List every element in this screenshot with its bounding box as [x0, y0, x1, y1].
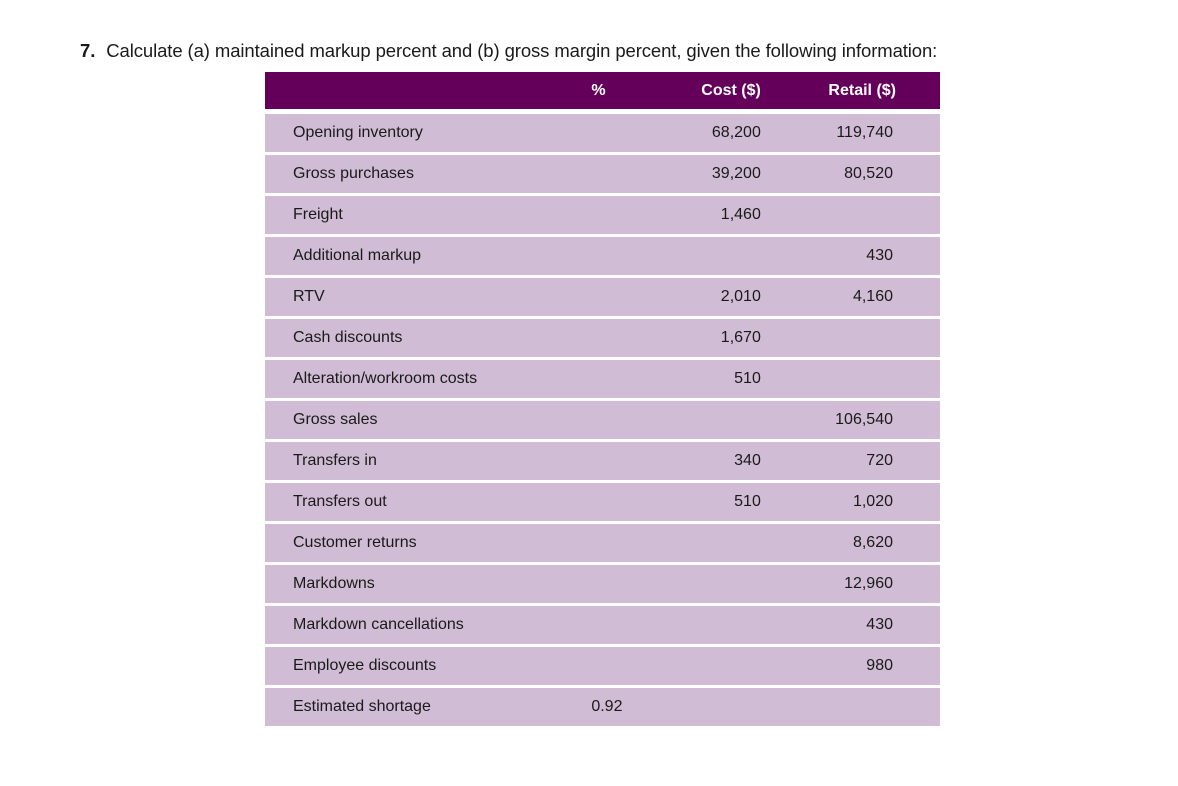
row-percent: [569, 278, 637, 319]
table-header-row: % Cost ($) Retail ($): [265, 72, 940, 114]
row-percent: [569, 483, 637, 524]
row-cost: 2,010: [636, 278, 774, 319]
question-text: Calculate (a) maintained markup percent …: [106, 40, 938, 61]
table-row: Cash discounts 1,670: [265, 319, 940, 360]
table-row: Markdown cancellations 430: [265, 606, 940, 647]
header-percent: %: [569, 72, 637, 114]
row-cost: [636, 647, 774, 688]
row-retail: 106,540: [773, 401, 940, 442]
table-row: Freight 1,460: [265, 196, 940, 237]
row-cost: [636, 524, 774, 565]
row-retail: 8,620: [773, 524, 940, 565]
row-percent: [569, 524, 637, 565]
row-percent: 0.92: [569, 688, 637, 729]
row-retail: 430: [773, 606, 940, 647]
header-cost: Cost ($): [636, 72, 774, 114]
row-cost: 510: [636, 483, 774, 524]
table-row: RTV 2,010 4,160: [265, 278, 940, 319]
row-cost: 68,200: [636, 114, 774, 155]
row-label: Customer returns: [265, 524, 570, 565]
table-row: Transfers in 340 720: [265, 442, 940, 483]
row-label: Alteration/workroom costs: [265, 360, 570, 401]
row-label: Estimated shortage: [265, 688, 570, 729]
row-percent: [569, 606, 637, 647]
table-row: Opening inventory 68,200 119,740: [265, 114, 940, 155]
table-row: Transfers out 510 1,020: [265, 483, 940, 524]
row-label: Markdowns: [265, 565, 570, 606]
row-percent: [569, 401, 637, 442]
row-retail: [773, 360, 940, 401]
row-label: Additional markup: [265, 237, 570, 278]
row-label: Cash discounts: [265, 319, 570, 360]
row-retail: 12,960: [773, 565, 940, 606]
row-label: Employee discounts: [265, 647, 570, 688]
row-label: Transfers in: [265, 442, 570, 483]
table-row: Customer returns 8,620: [265, 524, 940, 565]
row-label: RTV: [265, 278, 570, 319]
row-retail: [773, 688, 940, 729]
row-retail: 430: [773, 237, 940, 278]
header-retail: Retail ($): [773, 72, 940, 114]
row-retail: 119,740: [773, 114, 940, 155]
row-cost: [636, 401, 774, 442]
row-retail: [773, 319, 940, 360]
row-retail: 720: [773, 442, 940, 483]
table-row: Alteration/workroom costs 510: [265, 360, 940, 401]
question-number: 7.: [80, 40, 96, 61]
row-retail: 4,160: [773, 278, 940, 319]
row-percent: [569, 155, 637, 196]
row-label: Transfers out: [265, 483, 570, 524]
table-row: Estimated shortage 0.92: [265, 688, 940, 729]
row-cost: 1,670: [636, 319, 774, 360]
row-label: Freight: [265, 196, 570, 237]
row-label: Markdown cancellations: [265, 606, 570, 647]
inventory-data-table: % Cost ($) Retail ($) Opening inventory 6…: [265, 72, 940, 729]
row-retail: 1,020: [773, 483, 940, 524]
row-cost: 1,460: [636, 196, 774, 237]
row-percent: [569, 114, 637, 155]
row-percent: [569, 237, 637, 278]
row-cost: [636, 606, 774, 647]
row-cost: [636, 565, 774, 606]
table-row: Gross purchases 39,200 80,520: [265, 155, 940, 196]
table-row: Markdowns 12,960: [265, 565, 940, 606]
row-percent: [569, 360, 637, 401]
row-percent: [569, 196, 637, 237]
row-cost: [636, 237, 774, 278]
row-label: Gross purchases: [265, 155, 570, 196]
header-label: [265, 72, 570, 114]
row-percent: [569, 647, 637, 688]
row-percent: [569, 442, 637, 483]
row-label: Opening inventory: [265, 114, 570, 155]
table-row: Additional markup 430: [265, 237, 940, 278]
row-cost: [636, 688, 774, 729]
table-row: Gross sales 106,540: [265, 401, 940, 442]
question-prompt: 7. Calculate (a) maintained markup perce…: [80, 40, 937, 62]
row-cost: 510: [636, 360, 774, 401]
row-percent: [569, 565, 637, 606]
row-cost: 39,200: [636, 155, 774, 196]
row-cost: 340: [636, 442, 774, 483]
row-percent: [569, 319, 637, 360]
row-retail: 980: [773, 647, 940, 688]
row-retail: [773, 196, 940, 237]
row-label: Gross sales: [265, 401, 570, 442]
row-retail: 80,520: [773, 155, 940, 196]
table-row: Employee discounts 980: [265, 647, 940, 688]
